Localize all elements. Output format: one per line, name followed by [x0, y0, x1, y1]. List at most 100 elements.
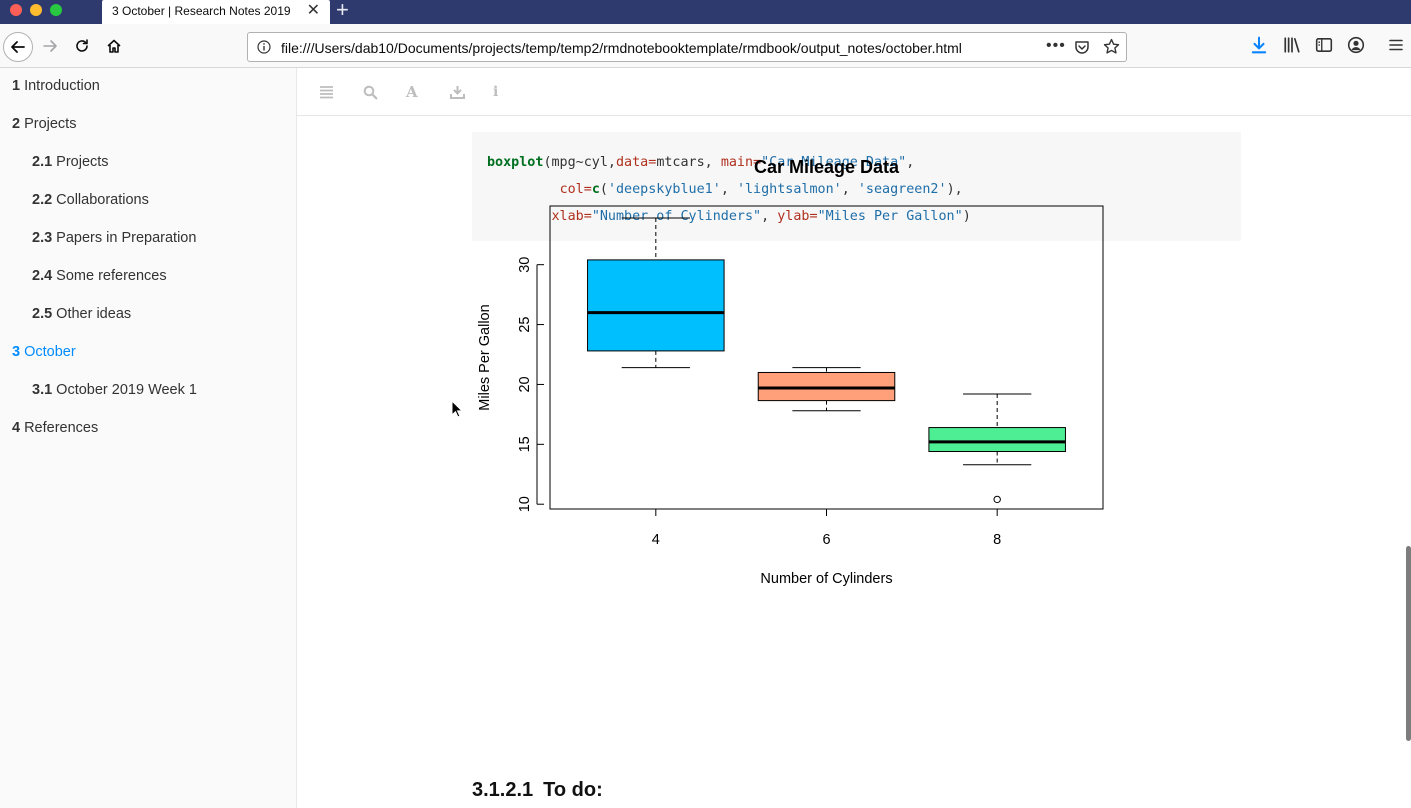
y-tick-label: 10	[517, 496, 533, 512]
window-minimize-button[interactable]	[30, 4, 42, 16]
url-text[interactable]: file:///Users/dab10/Documents/projects/t…	[281, 40, 962, 56]
window-maximize-button[interactable]	[50, 4, 62, 16]
code-token: ,	[720, 182, 737, 197]
code-token: ),	[946, 182, 963, 197]
page-actions-icon[interactable]: •••	[1046, 37, 1066, 54]
toc-item[interactable]: 2 Projects	[12, 116, 76, 132]
code-token: "Number of Cylinders"	[591, 209, 762, 224]
code-token: ,	[906, 155, 915, 170]
downloads-icon[interactable]	[1250, 36, 1268, 59]
toc-item-number: 3.1	[32, 382, 53, 398]
url-bar[interactable]: file:///Users/dab10/Documents/projects/t…	[247, 32, 1127, 62]
toc-item-label: Papers in Preparation	[56, 230, 197, 246]
y-tick-label: 30	[517, 257, 533, 273]
toc-item-number: 2.4	[32, 268, 53, 284]
code-token: ylab=	[777, 209, 818, 224]
boxplot-chart: Car Mileage Data 4 6 8 10 15 20 25 30 Number of C…	[477, 157, 1104, 587]
scrollbar-thumb[interactable]	[1406, 546, 1411, 741]
hamburger-menu-icon[interactable]	[1388, 36, 1404, 59]
plot-frame	[549, 205, 1104, 510]
code-token: )	[962, 209, 971, 224]
home-button[interactable]	[100, 32, 128, 60]
toc-toggle-icon[interactable]	[319, 85, 334, 104]
toc-item-label: Other ideas	[56, 306, 132, 322]
section-number: 3.1.2.1	[472, 779, 534, 801]
toc-item-label: October 2019 Week 1	[56, 382, 197, 398]
code-token: c	[591, 182, 600, 197]
toc-item-label: Introduction	[24, 78, 100, 94]
code-token: "Miles Per Gallon"	[817, 209, 963, 224]
toc-item[interactable]: 4 References	[12, 420, 98, 436]
tab-active[interactable]: 3 October | Research Notes 2019 ✕	[102, 0, 330, 24]
toc-item-number: 4	[12, 420, 21, 436]
code-token: 'deepskyblue1'	[607, 182, 721, 197]
mouse-cursor-icon	[451, 400, 463, 418]
section-title: To do:	[543, 779, 603, 801]
pocket-icon[interactable]	[1074, 39, 1090, 60]
toc-item[interactable]: 2.3 Papers in Preparation	[32, 230, 196, 246]
window-close-button[interactable]	[10, 4, 22, 16]
toc-item-number: 2	[12, 116, 21, 132]
sidebar-toggle-icon[interactable]	[1315, 36, 1333, 59]
reload-icon	[76, 39, 88, 52]
search-icon[interactable]	[363, 85, 378, 105]
reload-button[interactable]	[68, 32, 96, 60]
toc-item-label: October	[24, 344, 76, 360]
tab-close-icon[interactable]: ✕	[306, 2, 320, 19]
bookmark-star-icon[interactable]	[1103, 38, 1120, 60]
code-token: (	[599, 182, 608, 197]
forward-arrow-icon	[43, 40, 57, 52]
toc-item[interactable]: 2.5 Other ideas	[32, 306, 131, 322]
code-token: mtcars,	[656, 155, 721, 170]
y-axis-label: Miles Per Gallon	[477, 304, 493, 410]
back-button[interactable]	[3, 32, 33, 62]
back-arrow-icon	[11, 41, 25, 53]
toc-item[interactable]: 3.1 October 2019 Week 1	[32, 382, 197, 398]
toc-item-number: 2.1	[32, 154, 53, 170]
tab-bar: 3 October | Research Notes 2019 ✕ +	[0, 0, 1411, 24]
forward-button[interactable]	[36, 32, 64, 60]
x-tick-label: 4	[652, 532, 660, 548]
toc-item[interactable]: 1 Introduction	[12, 78, 100, 94]
x-tick-label: 6	[822, 532, 830, 548]
y-tick-label: 20	[517, 376, 533, 392]
y-tick-label: 15	[517, 436, 533, 452]
toc-item[interactable]: 3 October	[12, 344, 76, 360]
code-token: data=	[616, 155, 657, 170]
code-token: main=	[720, 155, 762, 170]
code-token: col=	[559, 182, 592, 197]
navigation-toolbar: file:///Users/dab10/Documents/projects/t…	[0, 24, 1411, 68]
toc-item[interactable]: 2.1 Projects	[32, 154, 109, 170]
toc-item[interactable]: 2.2 Collaborations	[32, 192, 149, 208]
toc-item[interactable]: 2.4 Some references	[32, 268, 167, 284]
toc-item-label: Projects	[56, 154, 109, 170]
toc-item-number: 2.5	[32, 306, 53, 322]
code-token: "Car Mileage Data"	[761, 155, 907, 170]
section-heading: 3.1.2.1 To do:	[472, 779, 603, 802]
code-token: ,	[761, 209, 778, 224]
code-token: 'lightsalmon'	[736, 182, 842, 197]
toc-item-number: 1	[12, 78, 21, 94]
code-token: xlab=	[551, 209, 592, 224]
outlier-point	[993, 495, 1001, 504]
home-icon	[107, 39, 121, 53]
x-axis-label: Number of Cylinders	[760, 571, 892, 587]
library-icon[interactable]	[1283, 36, 1301, 59]
code-token: boxplot	[487, 155, 544, 170]
download-icon[interactable]	[450, 85, 465, 104]
book-toolbar: A i	[297, 68, 1411, 116]
toc-item-label: Collaborations	[56, 192, 149, 208]
font-settings-icon[interactable]: A	[406, 83, 418, 101]
box-4	[587, 259, 725, 352]
new-tab-button[interactable]: +	[336, 0, 349, 22]
table-of-contents: 1 Introduction 2 Projects 2.1 Projects 2.2 Coll…	[0, 68, 297, 808]
chart-title: Car Mileage Data	[754, 157, 900, 177]
page-content: 1 Introduction 2 Projects 2.1 Projects 2.2 Coll…	[0, 68, 1411, 808]
toc-item-number: 3	[12, 344, 21, 360]
info-icon[interactable]: i	[493, 84, 499, 100]
page-info-icon[interactable]	[257, 40, 271, 59]
account-icon[interactable]	[1347, 36, 1365, 59]
toc-item-label: Projects	[24, 116, 77, 132]
code-token: (mpg~cyl,	[543, 155, 616, 170]
toc-item-number: 2.2	[32, 192, 53, 208]
